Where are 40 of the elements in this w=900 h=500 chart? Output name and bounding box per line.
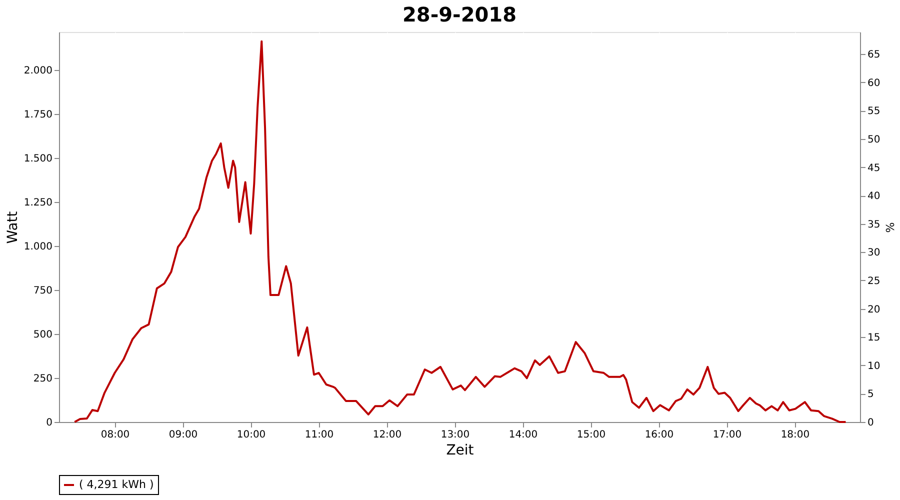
y2-tick-label: 40 [868, 191, 880, 202]
x-tick-label: 16:00 [644, 430, 674, 440]
x-tick-label: 08:00 [100, 430, 130, 440]
x-tick-label: 13:00 [440, 430, 470, 440]
y-tick-label: 750 [33, 285, 52, 296]
y2-tick-label: 50 [868, 134, 880, 146]
y-tick-label: 2.000 [24, 65, 52, 76]
x-tick-label: 10:00 [236, 430, 266, 440]
y2-tick-label: 45 [868, 162, 880, 174]
y2-tick-label: 25 [868, 276, 880, 287]
y2-tick-label: 35 [868, 219, 880, 230]
y2-tick-label: 10 [868, 360, 880, 372]
x-tick-label: 12:00 [372, 430, 402, 440]
legend-label: ( 4,291 kWh ) [79, 478, 154, 491]
y-tick-label: 250 [33, 373, 52, 384]
x-axis-title: Zeit [446, 442, 474, 458]
x-tick-label: 15:00 [576, 430, 606, 440]
y2-tick-label: 65 [868, 50, 880, 61]
x-tick-label: 14:00 [508, 430, 538, 440]
y2-tick-label: 55 [868, 106, 880, 118]
y2-tick-label: 15 [868, 332, 880, 344]
y2-axis-title: % [883, 222, 896, 233]
x-tick-label: 17:00 [712, 430, 742, 440]
y2-tick-label: 20 [868, 304, 880, 316]
y2-tick-label: 30 [868, 248, 880, 259]
x-tick-label: 09:00 [168, 430, 198, 440]
y-tick-label: 1.500 [24, 153, 52, 164]
y-tick-label: 0 [46, 418, 52, 428]
line-series [74, 40, 847, 423]
x-tick-label: 11:00 [304, 430, 334, 440]
y-axis-title: Watt [4, 210, 21, 244]
chart-title: 28-9-2018 [402, 2, 517, 26]
y-tick-label: 1.000 [24, 241, 52, 252]
y2-tick-label: 60 [868, 78, 880, 89]
x-tick-label: 18:00 [780, 430, 810, 440]
y2-tick-label: 5 [868, 389, 874, 400]
y-tick-label: 1.750 [24, 109, 52, 120]
y-tick-label: 1.250 [24, 197, 52, 208]
y-tick-label: 500 [33, 329, 52, 340]
y2-tick-label: 0 [868, 418, 874, 428]
